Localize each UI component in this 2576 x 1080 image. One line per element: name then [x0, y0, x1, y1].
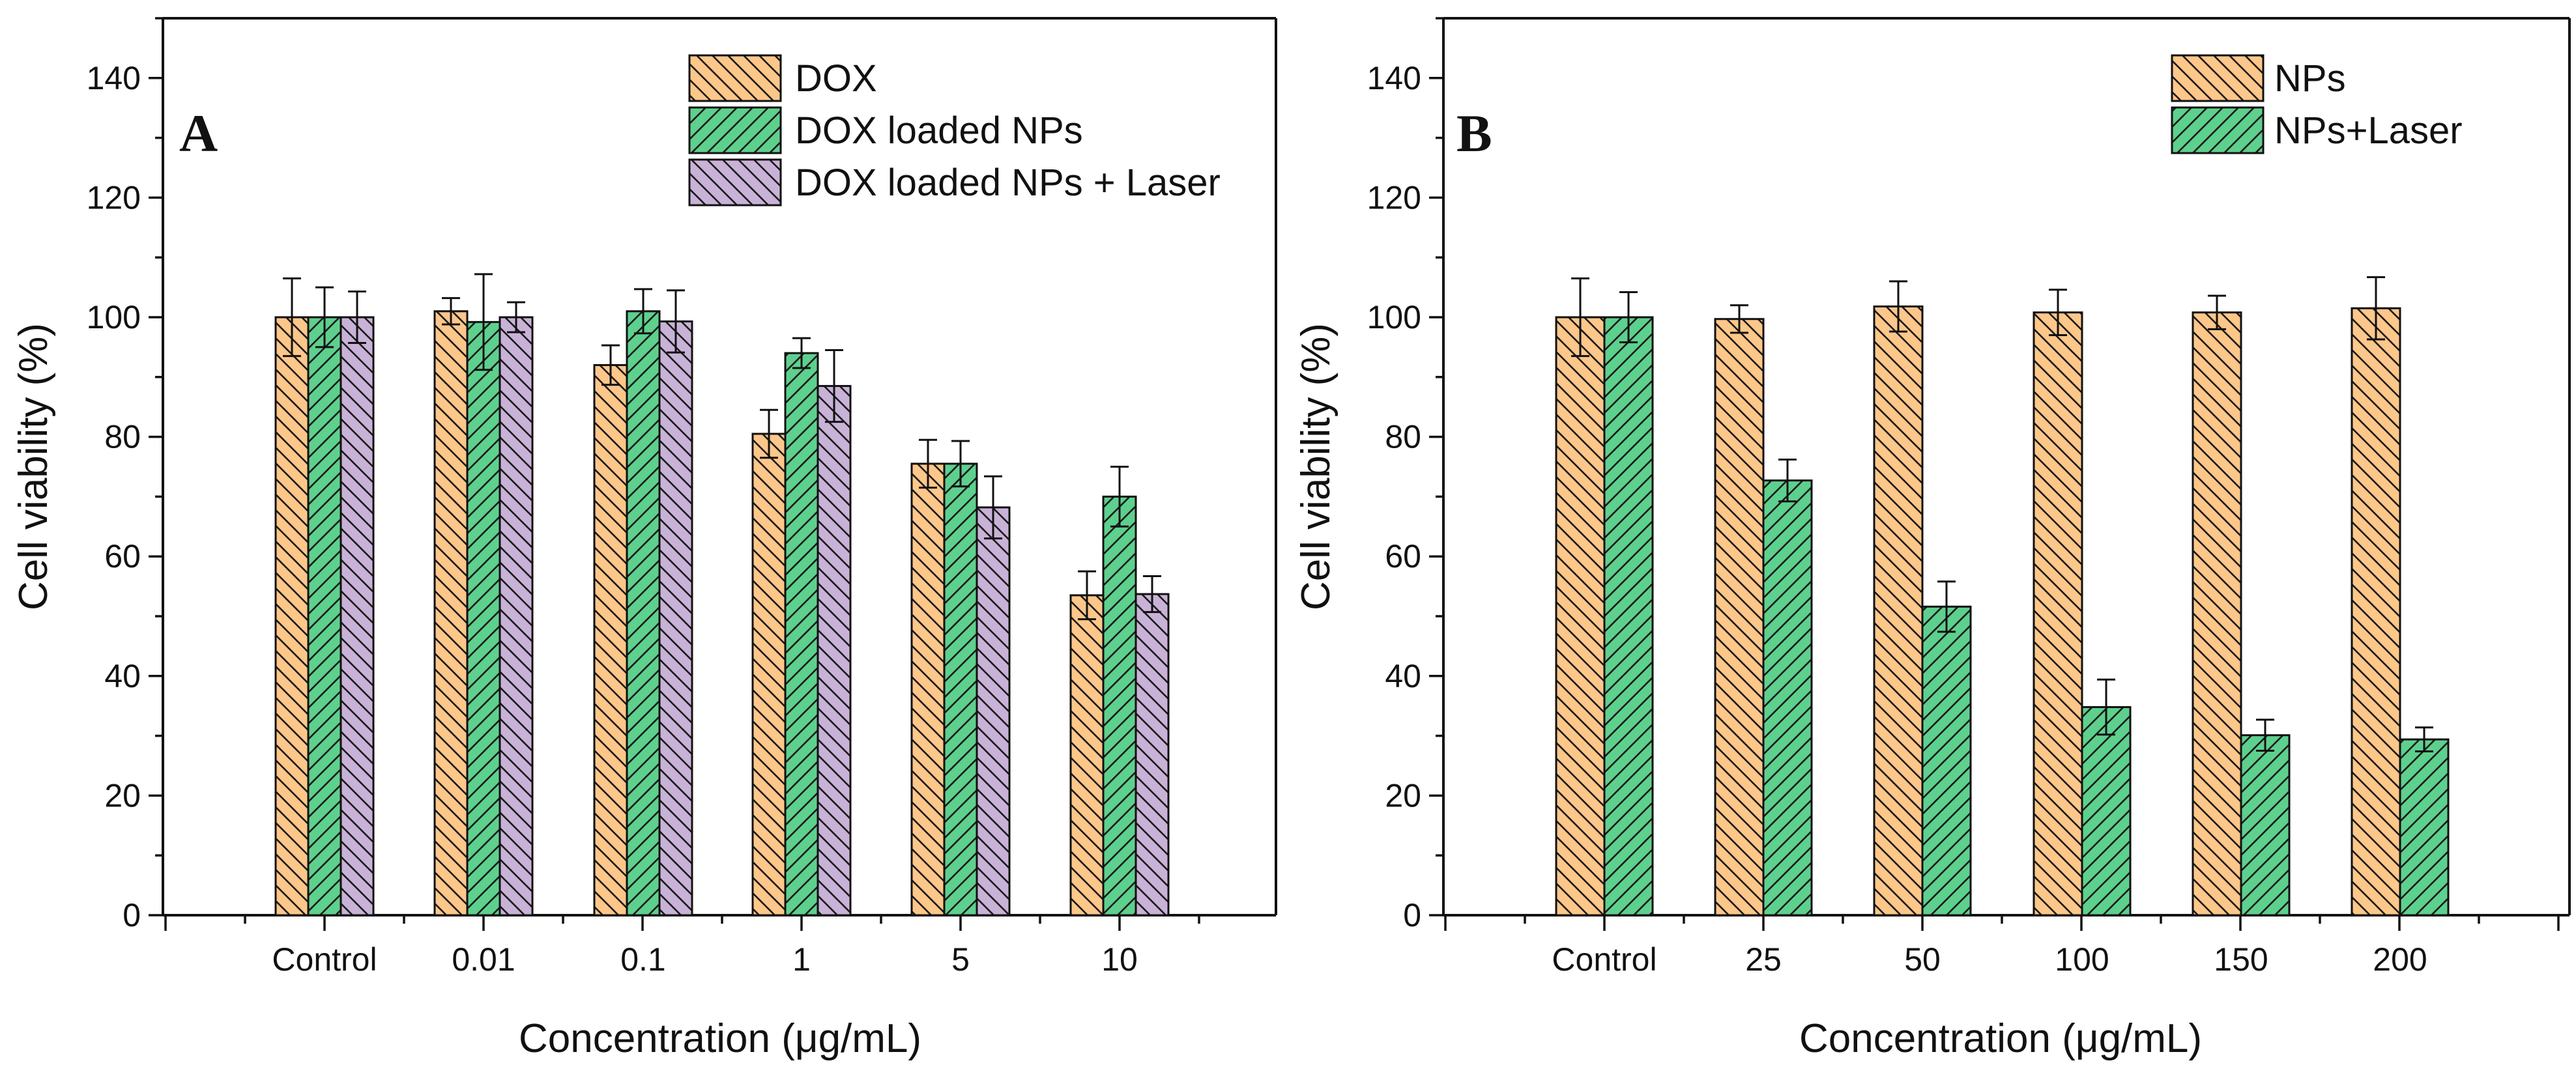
legend-label: NPs+Laser	[2274, 109, 2463, 152]
bar-hatch	[751, 433, 787, 917]
y-tick-label: 0	[1403, 897, 1421, 933]
bar-hatch	[1069, 594, 1105, 917]
legend-swatch-hatch	[2171, 54, 2265, 102]
y-tick-label: 40	[1385, 658, 1421, 694]
bar-hatch	[626, 310, 661, 917]
bar-hatch	[2081, 706, 2132, 917]
bar-hatch	[1603, 316, 1654, 917]
y-tick-label: 60	[1385, 538, 1421, 575]
legend-swatch-hatch	[688, 54, 782, 102]
x-tick-label: 0.1	[620, 941, 666, 978]
bar-hatch	[466, 320, 501, 917]
y-tick-label: 120	[87, 179, 141, 216]
x-tick-label: 50	[1904, 941, 1941, 978]
bar-hatch	[2192, 311, 2242, 917]
bar-hatch	[2033, 311, 2083, 917]
y-tick-label: 100	[1367, 299, 1421, 335]
y-tick-label: 120	[1367, 179, 1421, 216]
bar-hatch	[2240, 734, 2291, 917]
legend-label: DOX loaded NPs	[795, 109, 1083, 152]
bar-hatch	[1135, 593, 1170, 917]
legend-swatch-hatch	[688, 106, 782, 154]
x-tick-label: 200	[2373, 941, 2427, 978]
y-tick-label: 20	[104, 777, 141, 814]
bar-hatch	[307, 316, 342, 917]
x-tick-label: 100	[2055, 941, 2109, 978]
bar-hatch	[499, 316, 534, 917]
chart-panel-a: 0 20 40 60 80 100 120 140 Control 0.01 0.1 1 5 10 DOX D…	[11, 17, 1277, 1061]
x-tick-label: 0.01	[452, 941, 515, 978]
x-tick-label: 10	[1101, 941, 1138, 978]
y-tick-label: 0	[123, 897, 141, 933]
legend-label: NPs	[2274, 57, 2346, 100]
bar-hatch	[784, 352, 819, 917]
y-tick-label: 80	[1385, 419, 1421, 455]
x-tick-label: 25	[1745, 941, 1782, 978]
x-tick-label: 150	[2214, 941, 2268, 978]
bar-hatch	[2351, 307, 2401, 917]
legend-swatch-hatch	[688, 158, 782, 206]
y-tick-label: 20	[1385, 777, 1421, 814]
legend-swatch-hatch	[2171, 106, 2265, 154]
bar-hatch	[976, 506, 1011, 917]
y-tick-label: 40	[104, 658, 141, 694]
bar-hatch	[1873, 305, 1924, 917]
bar-hatch	[433, 310, 469, 917]
bar-hatch	[1714, 318, 1765, 917]
bar-hatch	[593, 363, 628, 917]
bar-hatch	[1555, 316, 1606, 917]
panel-label: B	[1456, 104, 1492, 163]
y-tick-label: 100	[87, 299, 141, 335]
bar-hatch	[340, 316, 375, 917]
y-axis-title: Cell viability (%)	[11, 323, 56, 610]
y-tick-label: 140	[1367, 60, 1421, 96]
bar-hatch	[943, 462, 978, 917]
y-axis-title: Cell viability (%)	[1294, 323, 1339, 610]
bar-hatch	[817, 385, 852, 917]
bar-hatch	[658, 320, 693, 917]
bar-hatch	[1102, 495, 1137, 917]
x-axis-title: Concentration (μg/mL)	[519, 1016, 921, 1061]
bar-hatch	[910, 462, 946, 917]
legend-label: DOX	[795, 57, 877, 100]
y-tick-label: 60	[104, 538, 141, 575]
x-tick-label: Control	[272, 941, 377, 978]
bar-hatch	[2399, 738, 2450, 917]
bar-hatch	[1762, 479, 1813, 917]
x-tick-label: Control	[1552, 941, 1657, 978]
y-tick-label: 80	[104, 419, 141, 455]
bar-hatch	[274, 316, 310, 917]
x-tick-label: 5	[951, 941, 970, 978]
x-axis-title: Concentration (μg/mL)	[1799, 1016, 2202, 1061]
panel-label: A	[179, 104, 218, 163]
bar-hatch	[1921, 605, 1972, 917]
y-tick-label: 140	[87, 60, 141, 96]
legend-label: DOX loaded NPs + Laser	[795, 162, 1221, 204]
x-tick-label: 1	[792, 941, 811, 978]
chart-panel-b: 0 20 40 60 80 100 120 140 Control 25 50 100 150 200 NP…	[1294, 17, 2571, 1061]
